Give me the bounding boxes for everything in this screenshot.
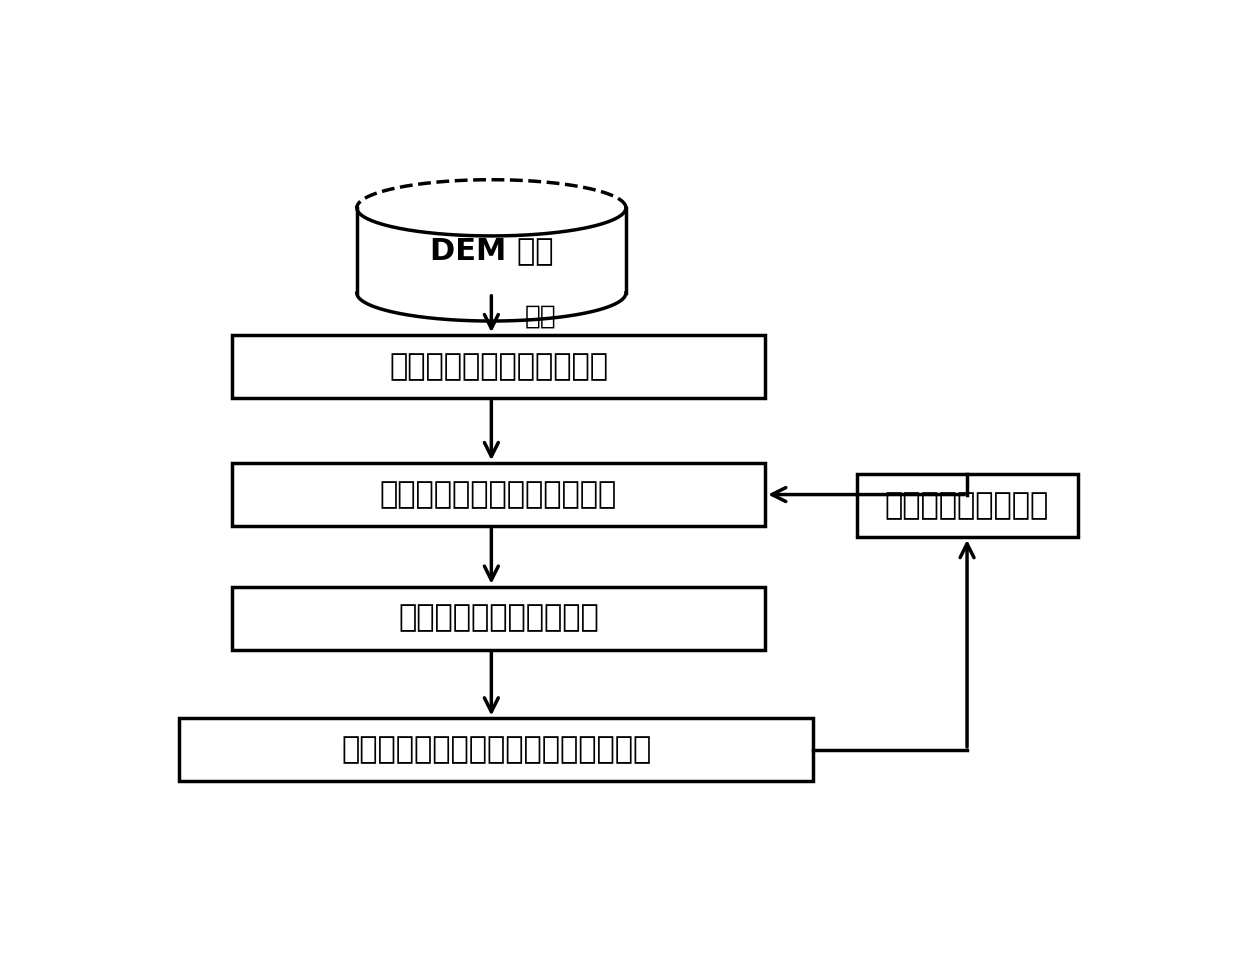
Text: 绘制三角形，实现当前视点的地形绘制: 绘制三角形，实现当前视点的地形绘制 (341, 735, 651, 764)
FancyBboxPatch shape (857, 474, 1078, 537)
FancyBboxPatch shape (179, 719, 813, 781)
Text: 误差的重新计算及四队列更新: 误差的重新计算及四队列更新 (379, 480, 618, 509)
Text: 地形网格及四队列的初始化: 地形网格及四队列的初始化 (389, 352, 608, 382)
Text: DEM 数据: DEM 数据 (429, 235, 553, 265)
Polygon shape (357, 208, 626, 293)
FancyBboxPatch shape (232, 463, 765, 526)
Polygon shape (357, 180, 626, 236)
FancyBboxPatch shape (232, 586, 765, 650)
Text: 四队列驱动的三角形构网: 四队列驱动的三角形构网 (398, 604, 599, 632)
FancyBboxPatch shape (232, 335, 765, 398)
Text: 地形漫游，视点改变: 地形漫游，视点改变 (885, 491, 1049, 520)
Text: 读取: 读取 (525, 304, 557, 330)
